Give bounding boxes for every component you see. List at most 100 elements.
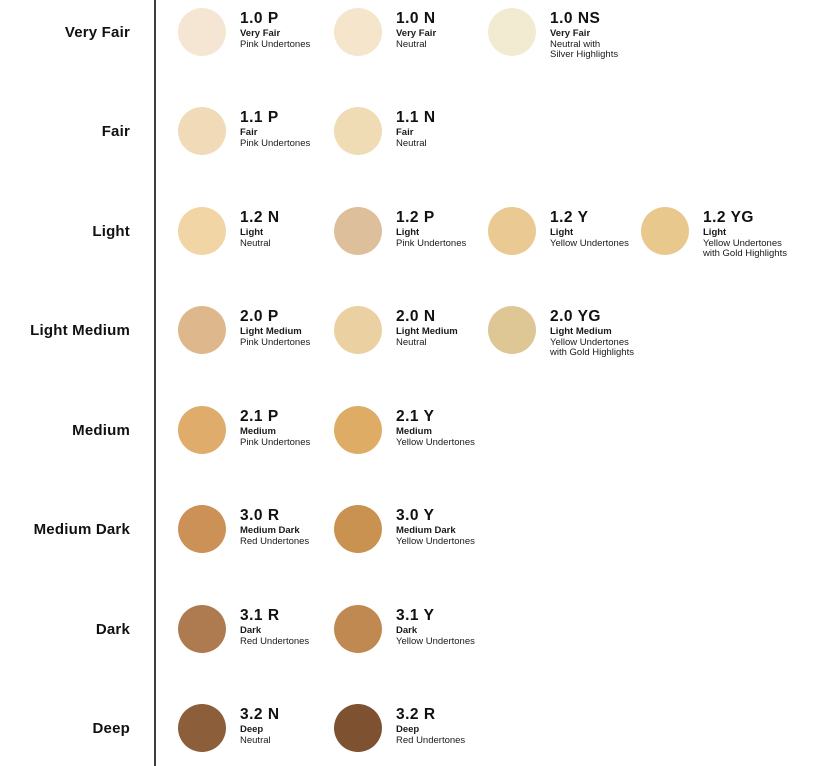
shade-name: Light Medium [550,326,612,337]
shade-item-2-1-p: 2.1 P Medium Pink Undertones [178,406,360,454]
shade-item-3-1-r: 3.1 R Dark Red Undertones [178,605,360,653]
shade-undertone: Pink Undertones [240,436,311,448]
shade-row-fair: Fair 1.1 P Fair Pink Undertones 1.1 N Fair Neu… [0,107,839,155]
shade-swatch-circle [334,306,382,354]
shade-info: 1.0 N Very Fair Neutral [396,8,516,50]
shade-undertone: Pink Undertones [240,137,311,149]
shade-swatch-circle [641,207,689,255]
row-category-label: Dark [95,620,130,638]
shade-name: Medium [240,426,276,437]
shade-undertone: Neutral [396,38,427,50]
shade-info: 2.1 P Medium Pink Undertones [240,406,360,448]
shade-undertone: Neutral [396,336,427,348]
shade-code: 2.0 P [240,308,279,325]
shade-code: 1.0 NS [550,10,601,27]
shade-code: 1.1 P [240,109,279,126]
shade-item-2-0-n: 2.0 N Light Medium Neutral [334,306,516,354]
row-category-label: Light Medium [30,321,130,339]
shade-name: Light [550,227,574,238]
shade-item-1-0-n: 1.0 N Very Fair Neutral [334,8,516,56]
shade-code: 1.2 N [240,209,280,226]
shade-info: 1.2 P Light Pink Undertones [396,207,516,249]
shade-name: Deep [240,724,264,735]
shade-name: Dark [396,625,418,636]
shade-name: Fair [240,127,258,138]
shade-swatch-circle [178,605,226,653]
row-category-label: Medium [72,421,130,439]
shade-info: 2.0 P Light Medium Pink Undertones [240,306,360,348]
shade-name: Light Medium [240,326,302,337]
shade-item-2-0-yg: 2.0 YG Light Medium Yellow Undertones with… [488,306,670,359]
divider-line [154,0,156,766]
shade-info: 3.1 R Dark Red Undertones [240,605,360,647]
shade-code: 3.2 N [240,706,280,723]
shade-name: Very Fair [550,28,591,39]
shade-item-1-2-p: 1.2 P Light Pink Undertones [334,207,516,255]
shade-row-deep: Deep 3.2 N Deep Neutral 3.2 R Deep Red Underto… [0,704,839,752]
shade-item-3-1-y: 3.1 Y Dark Yellow Undertones [334,605,516,653]
shade-swatch-circle [334,107,382,155]
shade-name: Medium Dark [396,525,456,536]
shade-undertone: Red Undertones [240,535,310,547]
shade-info: 1.1 N Fair Neutral [396,107,516,149]
shade-item-1-2-yg: 1.2 YG Light Yellow Undertones with Gold H… [641,207,823,260]
shade-undertone: Neutral [396,137,427,149]
shade-code: 3.1 R [240,607,280,624]
shade-name: Medium [396,426,432,437]
shade-undertone: Yellow Undertones [550,237,629,249]
shade-swatch-circle [334,605,382,653]
shade-info: 2.0 YG Light Medium Yellow Undertones with… [550,306,670,359]
shade-swatch-circle [334,406,382,454]
shade-undertone: Yellow Undertones with Gold Highlights [550,336,634,358]
shade-row-very-fair: Very Fair 1.0 P Very Fair Pink Undertones 1.… [0,8,839,60]
shade-info: 1.2 Y Light Yellow Undertones [550,207,670,249]
row-category-label: Medium Dark [33,520,130,538]
shade-code: 3.0 R [240,507,280,524]
shade-item-1-0-ns: 1.0 NS Very Fair Neutral with Silver Highl… [488,8,670,61]
row-category-label: Very Fair [64,23,130,41]
shade-row-light-medium: Light Medium 2.0 P Light Medium Pink Undert… [0,306,839,358]
shade-item-1-0-p: 1.0 P Very Fair Pink Undertones [178,8,360,56]
shade-item-1-1-n: 1.1 N Fair Neutral [334,107,516,155]
shade-row-medium: Medium 2.1 P Medium Pink Undertones 2.1 Y Med… [0,406,839,454]
shade-undertone: Yellow Undertones [396,635,475,647]
shade-undertone: Red Undertones [396,734,466,746]
shade-info: 2.0 N Light Medium Neutral [396,306,516,348]
shade-info: 1.1 P Fair Pink Undertones [240,107,360,149]
shade-info: 1.0 NS Very Fair Neutral with Silver Highl… [550,8,670,61]
shade-swatch-circle [334,505,382,553]
shade-info: 3.0 R Medium Dark Red Undertones [240,505,360,547]
shade-code: 2.0 N [396,308,436,325]
shade-code: 2.1 Y [396,408,435,425]
shade-swatch-circle [178,8,226,56]
shade-item-1-1-p: 1.1 P Fair Pink Undertones [178,107,360,155]
shade-code: 3.0 Y [396,507,435,524]
shade-name: Light Medium [396,326,458,337]
shade-undertone: Yellow Undertones with Gold Highlights [703,237,787,259]
shade-name: Very Fair [240,28,281,39]
shade-code: 1.0 P [240,10,279,27]
shade-row-medium-dark: Medium Dark 3.0 R Medium Dark Red Undertone… [0,505,839,553]
shade-code: 1.2 YG [703,209,754,226]
shade-name: Dark [240,625,262,636]
shade-undertone: Neutral [240,734,271,746]
shade-swatch-circle [178,107,226,155]
shade-info: 2.1 Y Medium Yellow Undertones [396,406,516,448]
shade-item-1-2-n: 1.2 N Light Neutral [178,207,360,255]
shade-swatch-circle [334,8,382,56]
shade-item-3-0-r: 3.0 R Medium Dark Red Undertones [178,505,360,553]
shade-swatch-circle [334,207,382,255]
shade-undertone: Red Undertones [240,635,310,647]
shade-code: 3.1 Y [396,607,435,624]
row-category-label: Light [92,222,130,240]
shade-swatch-circle [488,306,536,354]
shade-info: 3.2 R Deep Red Undertones [396,704,516,746]
shade-swatch-circle [178,207,226,255]
shade-undertone: Yellow Undertones [396,535,475,547]
shade-info: 3.2 N Deep Neutral [240,704,360,746]
shade-code: 1.2 P [396,209,435,226]
shade-undertone: Neutral with Silver Highlights [550,38,619,60]
shade-swatch-circle [488,8,536,56]
row-category-label: Fair [101,122,130,140]
